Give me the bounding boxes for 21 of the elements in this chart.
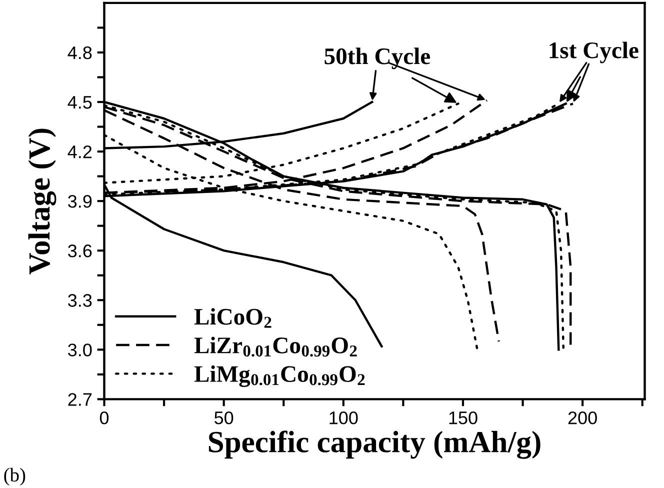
y-axis-title: Voltage (V) <box>28 128 56 274</box>
y-tick-label: 4.2 <box>68 145 92 158</box>
text: (b) <box>4 468 26 486</box>
annotation: 50th Cycle <box>324 48 430 70</box>
y-tick-label: 4.8 <box>68 46 92 60</box>
y-tick-label: 2.7 <box>68 393 92 406</box>
y-tick-label: 3.6 <box>68 244 92 258</box>
annotation: 1st Cycle <box>550 42 638 64</box>
y-tick-label: 3.0 <box>68 344 92 356</box>
x-tick-label: 200 <box>568 411 597 424</box>
x-tick-label: 100 <box>330 411 358 424</box>
x-tick-label: 0 <box>100 411 109 424</box>
x-tick-label: 150 <box>449 411 478 424</box>
x-tick-label: 50 <box>214 411 234 424</box>
x-axis-title: Specific capacity (mAh/g) <box>208 430 540 459</box>
y-tick-label: 3.3 <box>68 294 92 307</box>
y-tick-label: 4.5 <box>68 96 92 109</box>
y-tick-label: 3.9 <box>68 194 92 208</box>
legend-label: LiCoO$_{2}$ <box>194 308 272 328</box>
legend-label: LiZr$_{0.01}$Co$_{0.99}$O$_{2}$ <box>194 336 357 357</box>
legend-label: LiMg$_{0.01}$Co$_{0.99}$O$_{2}$ <box>194 365 365 388</box>
